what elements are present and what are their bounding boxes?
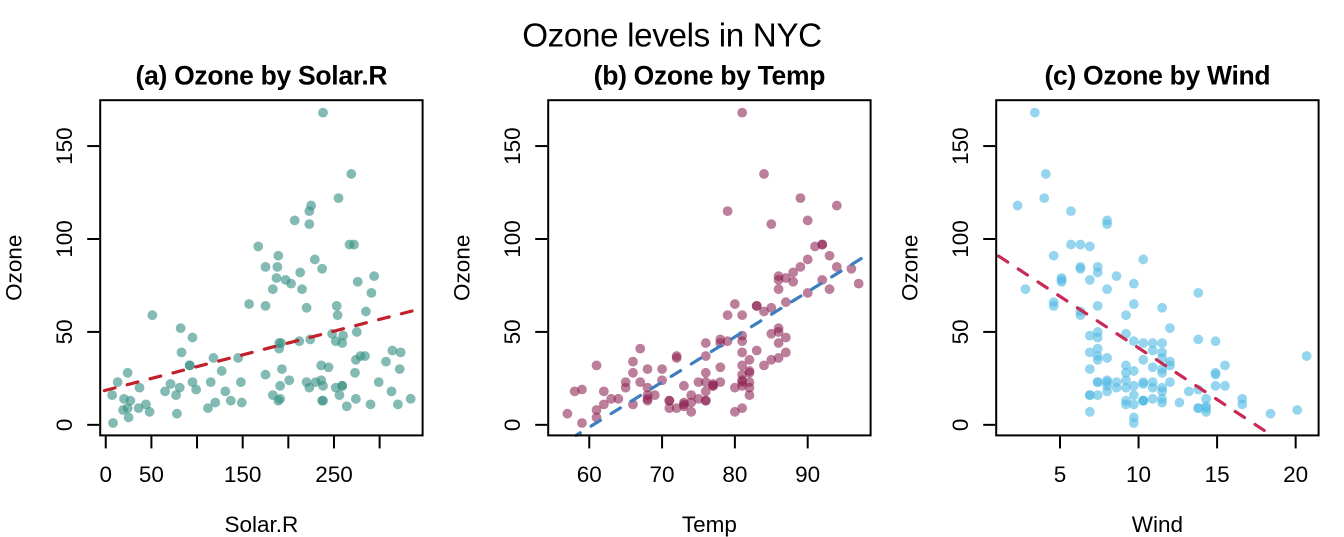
svg-text:10: 10 xyxy=(1126,462,1151,487)
svg-text:Wind: Wind xyxy=(1132,512,1183,537)
svg-text:(c) Ozone by Wind: (c) Ozone by Wind xyxy=(1045,61,1271,91)
svg-text:150: 150 xyxy=(52,127,77,165)
svg-text:60: 60 xyxy=(577,462,602,487)
svg-text:0: 0 xyxy=(52,419,77,432)
svg-text:Ozone: Ozone xyxy=(897,235,922,301)
svg-text:(b) Ozone by Temp: (b) Ozone by Temp xyxy=(594,61,826,91)
svg-text:150: 150 xyxy=(948,127,973,165)
svg-text:20: 20 xyxy=(1283,462,1308,487)
svg-text:100: 100 xyxy=(52,220,77,258)
svg-text:100: 100 xyxy=(948,220,973,258)
svg-text:0: 0 xyxy=(99,462,112,487)
svg-text:150: 150 xyxy=(224,462,262,487)
svg-text:50: 50 xyxy=(139,462,164,487)
svg-text:70: 70 xyxy=(650,462,675,487)
svg-text:15: 15 xyxy=(1205,462,1230,487)
svg-text:250: 250 xyxy=(315,462,353,487)
svg-text:50: 50 xyxy=(948,319,973,344)
svg-text:50: 50 xyxy=(52,319,77,344)
svg-text:90: 90 xyxy=(795,462,820,487)
svg-text:Ozone: Ozone xyxy=(1,235,26,301)
svg-text:Solar.R: Solar.R xyxy=(225,512,299,537)
svg-text:5: 5 xyxy=(1054,462,1067,487)
svg-text:Ozone levels in NYC: Ozone levels in NYC xyxy=(522,18,822,55)
svg-text:80: 80 xyxy=(722,462,747,487)
svg-text:150: 150 xyxy=(500,127,525,165)
svg-text:0: 0 xyxy=(500,419,525,432)
svg-text:100: 100 xyxy=(500,220,525,258)
svg-text:0: 0 xyxy=(948,419,973,432)
svg-text:Temp: Temp xyxy=(682,512,737,537)
svg-text:50: 50 xyxy=(500,319,525,344)
svg-text:(a) Ozone by Solar.R: (a) Ozone by Solar.R xyxy=(136,61,388,91)
svg-text:Ozone: Ozone xyxy=(449,235,474,301)
